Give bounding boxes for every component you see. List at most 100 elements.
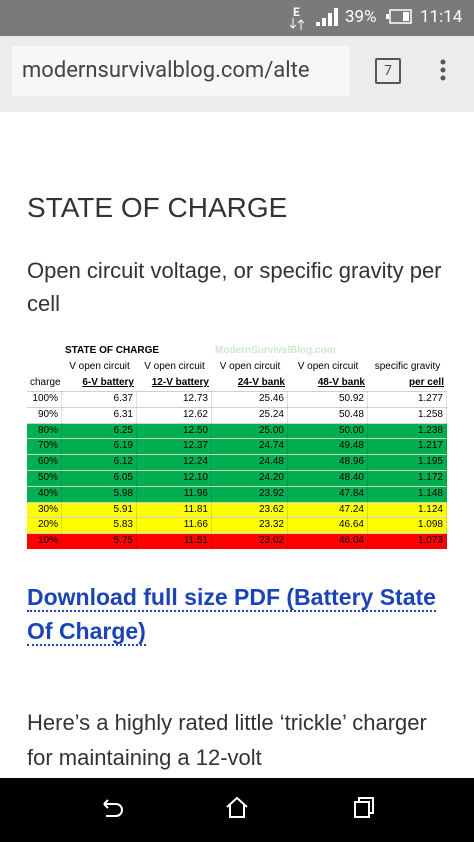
intro-text: Open circuit voltage, or specific gravit… bbox=[27, 258, 442, 316]
table-title: STATE OF CHARGE bbox=[65, 345, 160, 356]
column-header: V open circuit bbox=[69, 361, 130, 372]
table-row bbox=[27, 406, 447, 423]
column-header: specific gravity bbox=[374, 361, 441, 372]
table-cell: 50.92 bbox=[288, 391, 368, 407]
table-row bbox=[27, 517, 447, 534]
data-arrows bbox=[290, 18, 304, 30]
column-header: charge bbox=[30, 377, 61, 388]
table-cell: 11.66 bbox=[137, 517, 212, 534]
table-cell: 6.31 bbox=[62, 406, 137, 423]
table-cell: 11.81 bbox=[137, 501, 212, 518]
status-bar: E 39% 11:14 bbox=[0, 0, 474, 36]
table-row bbox=[27, 438, 447, 455]
recents-button[interactable] bbox=[352, 796, 376, 820]
column-header: 24-V bank bbox=[237, 377, 285, 388]
table-cell: 12.37 bbox=[137, 438, 212, 455]
table-cell: 46.64 bbox=[288, 517, 368, 534]
table-cell: 1.217 bbox=[368, 438, 447, 455]
table-cell: 1.148 bbox=[368, 485, 447, 502]
table-cell: 60% bbox=[27, 454, 62, 471]
heading: STATE OF CHARGE bbox=[27, 192, 288, 223]
table-cell: 6.25 bbox=[62, 422, 137, 439]
table-row bbox=[27, 391, 447, 407]
table-cell: 23.62 bbox=[212, 501, 288, 518]
table-cell: 1.238 bbox=[368, 422, 447, 439]
tab-switcher[interactable]: 7 bbox=[375, 58, 401, 84]
table-cell: 70% bbox=[27, 438, 62, 455]
battery-level: 39% bbox=[345, 7, 377, 27]
table-row bbox=[27, 485, 447, 502]
table-cell: 6.19 bbox=[62, 438, 137, 455]
table-cell: 12.73 bbox=[137, 391, 212, 407]
table-cell: 30% bbox=[27, 501, 62, 518]
column-header: 12-V battery bbox=[151, 377, 209, 388]
column-header: 6-V battery bbox=[82, 377, 134, 388]
table-cell: 25.00 bbox=[212, 422, 288, 439]
table-cell: 6.12 bbox=[62, 454, 137, 471]
table-cell: 25.46 bbox=[212, 391, 288, 407]
table-row bbox=[27, 454, 447, 470]
table-cell: 1.124 bbox=[368, 501, 447, 518]
watermark: ModernSurvivalBlog.com bbox=[215, 345, 336, 356]
address-bar[interactable]: modernsurvivalblog.com/alte bbox=[12, 46, 350, 96]
column-header: V open circuit bbox=[297, 361, 359, 372]
column-header: 48-V bank bbox=[317, 377, 365, 388]
table-cell: 6.37 bbox=[62, 391, 137, 407]
network: E bbox=[293, 5, 300, 19]
nav-bar bbox=[0, 778, 474, 842]
table-cell: 50% bbox=[27, 470, 62, 486]
table-cell: 80% bbox=[27, 422, 62, 439]
table-cell: 49.48 bbox=[288, 438, 368, 455]
table-cell: 24.20 bbox=[212, 470, 288, 486]
table-cell: 50.00 bbox=[288, 422, 368, 439]
column-header: V open circuit bbox=[144, 361, 205, 372]
table-cell: 11.96 bbox=[137, 485, 212, 502]
table-cell: 47.24 bbox=[288, 501, 368, 518]
table-cell: 40% bbox=[27, 485, 62, 502]
paragraph: Here’s a highly rated little ‘trickle’ c… bbox=[27, 710, 427, 770]
back-button[interactable] bbox=[98, 798, 124, 822]
column-header: V open circuit bbox=[219, 361, 281, 372]
table-cell: 47.84 bbox=[288, 485, 368, 502]
menu-button[interactable] bbox=[438, 58, 448, 84]
table-cell: 46.04 bbox=[288, 533, 368, 550]
table-cell: 20% bbox=[27, 517, 62, 534]
table-cell: 12.10 bbox=[137, 470, 212, 486]
table-cell: 100% bbox=[27, 391, 62, 407]
table-cell: 10% bbox=[27, 533, 62, 550]
table-cell: 12.24 bbox=[137, 454, 212, 471]
home-button[interactable] bbox=[225, 796, 249, 820]
table-cell: 23.92 bbox=[212, 485, 288, 502]
table-cell: 24.74 bbox=[212, 438, 288, 455]
clock: 11:14 bbox=[420, 7, 463, 27]
link-text[interactable]: Download full size PDF (Battery State Of… bbox=[27, 584, 436, 646]
table-cell: 25.24 bbox=[212, 406, 288, 423]
table-cell: 1.195 bbox=[368, 454, 447, 471]
table-cell: 90% bbox=[27, 406, 62, 423]
table-cell: 5.91 bbox=[62, 501, 137, 518]
table-cell: 48.96 bbox=[288, 454, 368, 471]
table-cell: 23.32 bbox=[212, 517, 288, 534]
table-row bbox=[27, 533, 447, 549]
table-row bbox=[27, 422, 447, 439]
column-header: per cell bbox=[408, 377, 444, 388]
table-cell: 1.172 bbox=[368, 470, 447, 486]
table-cell: 5.98 bbox=[62, 485, 137, 502]
table-cell: 12.50 bbox=[137, 422, 212, 439]
table-cell: 5.83 bbox=[62, 517, 137, 534]
charge-table: STATE OF CHARGE ModernSurvivalBlog.com cha… bbox=[27, 343, 447, 550]
signal-icon bbox=[316, 8, 338, 26]
pdf-link: Download full size PDF (Battery State Of… bbox=[27, 580, 447, 648]
table-cell: 1.277 bbox=[368, 391, 447, 407]
table-cell: 11.51 bbox=[137, 533, 212, 550]
table-cell: 24.48 bbox=[212, 454, 288, 471]
table-cell: 12.62 bbox=[137, 406, 212, 423]
table-cell: 48.40 bbox=[288, 470, 368, 486]
battery-icon bbox=[386, 9, 412, 24]
table-cell: 50.48 bbox=[288, 406, 368, 423]
table-cell: 1.098 bbox=[368, 517, 447, 534]
table-row bbox=[27, 501, 447, 518]
table-cell: 1.073 bbox=[368, 533, 447, 550]
table-cell: 5.75 bbox=[62, 533, 137, 550]
